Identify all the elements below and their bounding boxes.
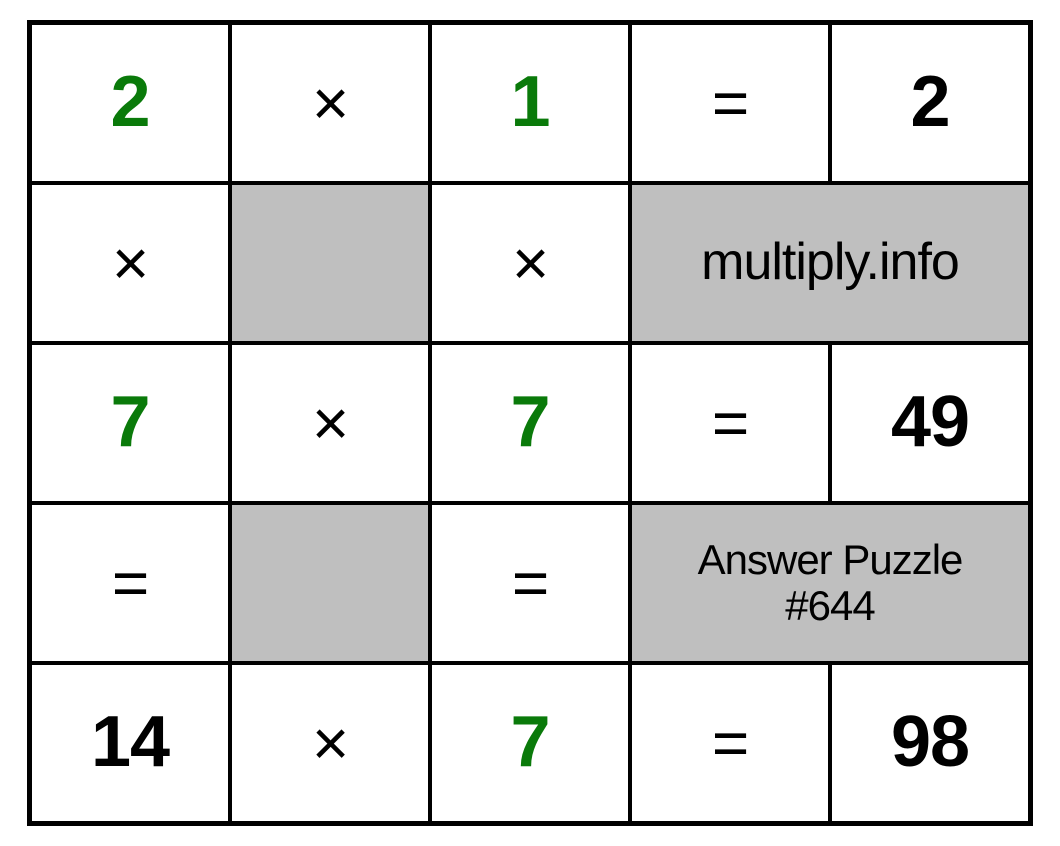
cell-r0c3-equals: =	[630, 23, 830, 183]
cell-r3c0-equals: =	[30, 503, 230, 663]
cell-r1-site-label: multiply.info	[630, 183, 1030, 343]
cell-r0c2-operand: 1	[430, 23, 630, 183]
cell-r0c4-result: 2	[830, 23, 1030, 183]
cell-r1c1-blank	[230, 183, 430, 343]
cell-r1c0-operator: ×	[30, 183, 230, 343]
cell-r2c1-operator: ×	[230, 343, 430, 503]
cell-r3c2-equals: =	[430, 503, 630, 663]
cell-r4c0-result: 14	[30, 663, 230, 823]
cell-r4c3-equals: =	[630, 663, 830, 823]
cell-r0c1-operator: ×	[230, 23, 430, 183]
cell-r0c0-operand: 2	[30, 23, 230, 183]
cell-r3c1-blank	[230, 503, 430, 663]
cell-r2c0-operand: 7	[30, 343, 230, 503]
cell-r2c3-equals: =	[630, 343, 830, 503]
cell-r2c2-operand: 7	[430, 343, 630, 503]
cell-r2c4-result: 49	[830, 343, 1030, 503]
cell-r3-answer-label: Answer Puzzle #644	[630, 503, 1030, 663]
cell-r4c1-operator: ×	[230, 663, 430, 823]
cell-r1c2-operator: ×	[430, 183, 630, 343]
cell-r4c4-result: 98	[830, 663, 1030, 823]
cell-r4c2-operand: 7	[430, 663, 630, 823]
multiplication-puzzle-grid: 2 × 1 = 2 × × multiply.info 7 × 7 = 49 =…	[27, 20, 1033, 826]
